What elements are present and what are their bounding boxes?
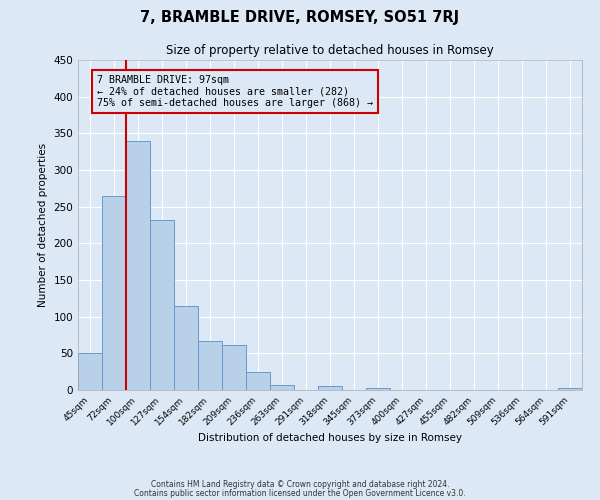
Text: Contains HM Land Registry data © Crown copyright and database right 2024.: Contains HM Land Registry data © Crown c… xyxy=(151,480,449,489)
Bar xyxy=(174,306,198,390)
Bar xyxy=(558,388,582,390)
Text: Contains public sector information licensed under the Open Government Licence v3: Contains public sector information licen… xyxy=(134,488,466,498)
Bar xyxy=(222,344,246,390)
Bar xyxy=(366,388,390,390)
Title: Size of property relative to detached houses in Romsey: Size of property relative to detached ho… xyxy=(166,44,494,58)
Y-axis label: Number of detached properties: Number of detached properties xyxy=(38,143,48,307)
Bar xyxy=(270,385,294,390)
Text: 7, BRAMBLE DRIVE, ROMSEY, SO51 7RJ: 7, BRAMBLE DRIVE, ROMSEY, SO51 7RJ xyxy=(140,10,460,25)
Text: 7 BRAMBLE DRIVE: 97sqm
← 24% of detached houses are smaller (282)
75% of semi-de: 7 BRAMBLE DRIVE: 97sqm ← 24% of detached… xyxy=(97,74,373,108)
X-axis label: Distribution of detached houses by size in Romsey: Distribution of detached houses by size … xyxy=(198,432,462,442)
Bar xyxy=(198,341,222,390)
Bar xyxy=(102,196,126,390)
Bar xyxy=(318,386,342,390)
Bar xyxy=(246,372,270,390)
Bar xyxy=(150,220,174,390)
Bar xyxy=(126,140,150,390)
Bar xyxy=(78,354,102,390)
